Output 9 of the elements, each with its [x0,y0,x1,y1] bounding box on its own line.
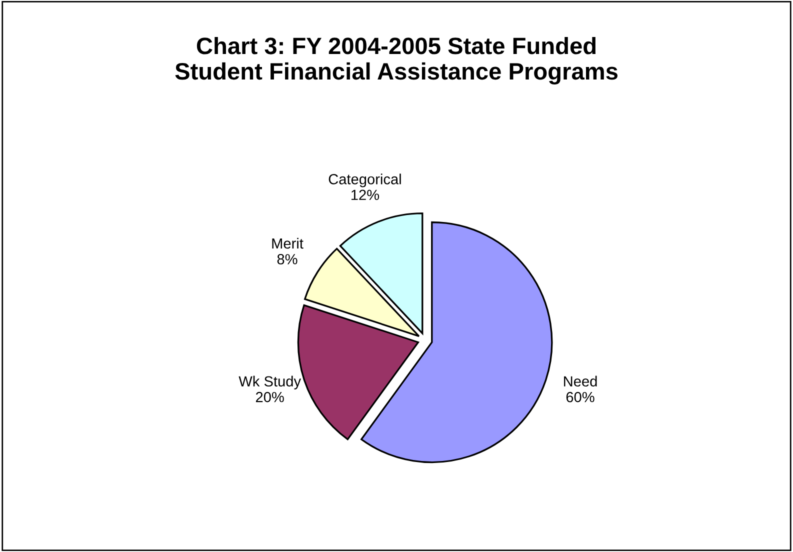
chart-title: Chart 3: FY 2004-2005 State Funded Student Financial Assistance Programs [175,36,618,84]
data-label: 60% [566,392,594,402]
data-label: 20% [256,392,284,402]
slice-label: Merit [272,238,304,249]
data-label: 8% [277,254,298,264]
slice-label: Categorical [328,174,401,188]
slice-label: Wk Study [238,376,302,390]
slice-label: Need [564,376,597,387]
data-label: 12% [351,190,380,200]
